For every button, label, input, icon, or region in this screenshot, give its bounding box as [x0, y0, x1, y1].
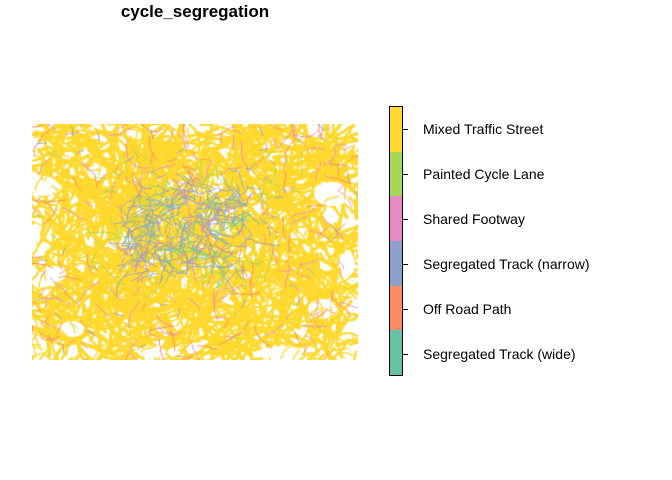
legend-color-bar	[389, 106, 403, 376]
legend-tick	[403, 219, 408, 220]
legend-label: Shared Footway	[423, 211, 525, 227]
legend-tick	[403, 264, 408, 265]
legend-label: Segregated Track (wide)	[423, 346, 576, 362]
legend-swatch	[390, 330, 402, 376]
legend-swatch	[390, 196, 402, 242]
legend-label: Mixed Traffic Street	[423, 121, 544, 137]
legend-tick	[403, 174, 408, 175]
map-title: cycle_segregation	[120, 2, 270, 21]
legend-swatch	[390, 107, 402, 152]
legend-tick	[403, 129, 408, 130]
legend-tick	[403, 354, 408, 355]
legend-swatch	[390, 285, 402, 331]
legend-label: Segregated Track (narrow)	[423, 256, 590, 272]
legend-swatch	[390, 241, 402, 286]
legend-tick	[403, 309, 408, 310]
cycle-network-map	[32, 124, 358, 360]
legend-swatch	[390, 151, 402, 197]
legend-label: Painted Cycle Lane	[423, 166, 545, 182]
legend-label: Off Road Path	[423, 301, 512, 317]
